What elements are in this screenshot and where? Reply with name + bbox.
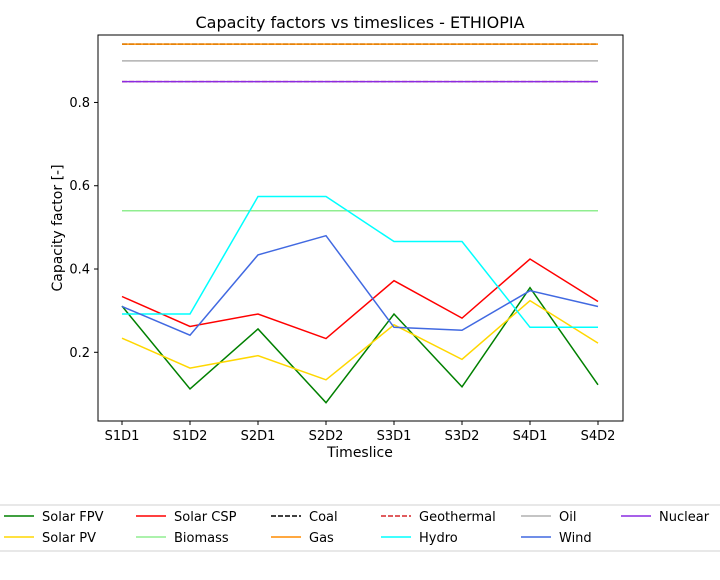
y-tick-label: 0.8 [69,96,90,111]
x-tick-label: S2D1 [241,429,276,444]
y-axis-label: Capacity factor [-] [50,164,66,291]
y-tick-label: 0.4 [69,263,90,278]
legend-label: Solar CSP [174,510,237,525]
legend-label: Wind [559,531,592,546]
x-tick-label: S1D1 [105,429,140,444]
legend-label: Nuclear [659,510,710,525]
plot-area-frame [97,34,624,422]
legend-label: Coal [309,510,338,525]
x-tick-label: S2D2 [309,429,344,444]
series-line-solar-csp [121,258,599,340]
series-line-solar-fpv [121,286,599,404]
legend-label: Geothermal [419,510,496,525]
series-layer [121,43,599,404]
chart-title: Capacity factors vs timeslices - ETHIOPI… [195,13,524,32]
legend-label: Gas [309,531,334,546]
x-axis-label: Timeslice [326,445,393,461]
legend-label: Hydro [419,531,458,546]
series-line-solar-pv [121,299,599,381]
legend: Solar FPV Solar PV Solar CSP Biomass Coal Gas… [0,504,720,552]
y-tick-label: 0.6 [69,179,90,194]
axes-layer: S1D1 S1D2 S2D1 S2D2 S3D1 S3D2 S4D1 S4D2 0.2 0.4 0.… [69,96,615,444]
y-tick-label: 0.2 [69,346,90,361]
x-tick-label: S3D1 [377,429,412,444]
legend-label: Solar PV [42,531,96,546]
legend-label: Solar FPV [42,510,104,525]
x-tick-label: S3D2 [445,429,480,444]
series-line-wind [121,234,599,337]
x-tick-label: S4D2 [581,429,616,444]
legend-label: Biomass [174,531,229,546]
x-tick-label: S1D2 [173,429,208,444]
series-line-hydro [122,195,598,329]
x-tick-label: S4D1 [513,429,548,444]
legend-label: Oil [559,510,576,525]
